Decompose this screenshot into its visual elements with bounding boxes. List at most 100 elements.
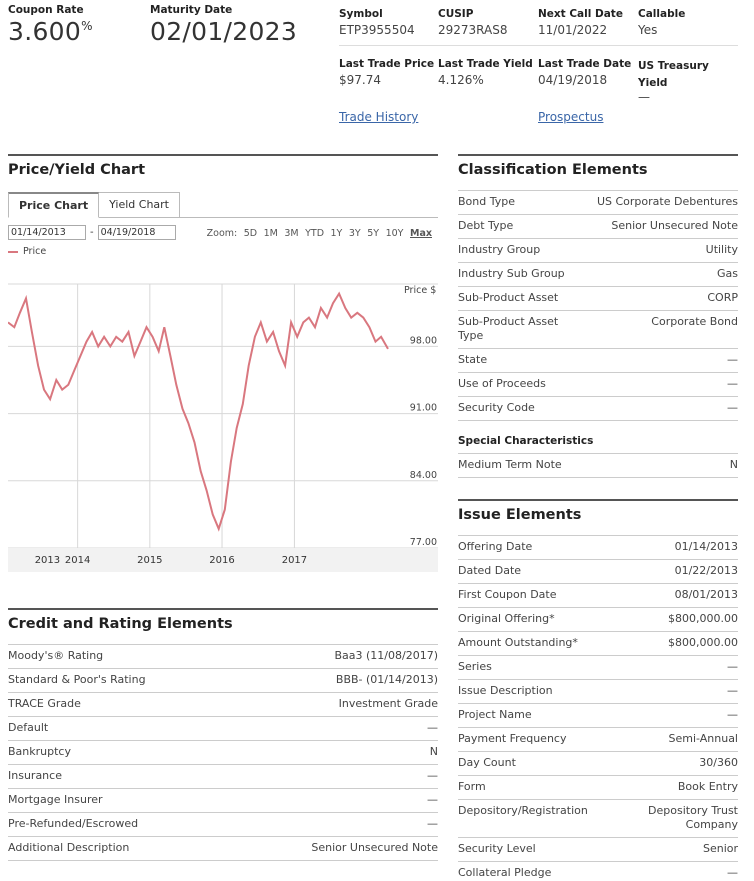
- credit-rating-row: Bankruptcy N: [8, 740, 438, 765]
- row-value: BBB- (01/14/2013): [231, 668, 438, 693]
- row-value: —: [587, 861, 738, 881]
- treasury-yield-value: —: [638, 90, 650, 104]
- coupon-rate-value: 3.600%: [8, 17, 93, 46]
- price-series-line: [8, 291, 389, 532]
- last-trade-price-field: Last Trade Price $97.74: [339, 58, 434, 87]
- credit-rating-row: TRACE Grade Investment Grade: [8, 692, 438, 717]
- last-trade-yield-field: Last Trade Yield 4.126%: [438, 58, 533, 87]
- row-value: US Corporate Debentures: [586, 190, 738, 215]
- coupon-rate-label: Coupon Rate: [8, 4, 84, 16]
- x-tick-label: 2017: [282, 555, 307, 566]
- row-label: TRACE Grade: [8, 692, 232, 717]
- row-label: Dated Date: [458, 559, 588, 584]
- x-tick-label: 2016: [209, 555, 234, 566]
- tab-yield-chart[interactable]: Yield Chart: [99, 192, 180, 218]
- issue-element-row: Original Offering* $800,000.00: [458, 607, 738, 632]
- issue-element-row: Issue Description —: [458, 679, 738, 704]
- classification-row: Security Code —: [458, 396, 738, 421]
- row-value: Semi-Annual: [587, 727, 738, 752]
- row-label: Pre-Refunded/Escrowed: [8, 812, 232, 837]
- row-value: —: [586, 372, 738, 397]
- end-date-input[interactable]: [97, 225, 176, 240]
- issue-elements-title: Issue Elements: [458, 499, 738, 523]
- row-value: —: [587, 655, 738, 680]
- last-trade-price-label: Last Trade Price: [339, 58, 435, 70]
- row-value: —: [587, 703, 738, 728]
- zoom-label: Zoom:: [206, 228, 238, 239]
- row-label: Use of Proceeds: [458, 372, 587, 397]
- row-label: Industry Sub Group: [458, 262, 587, 287]
- row-label: Original Offering*: [458, 607, 588, 632]
- row-label: Sub-Product Asset Type: [458, 310, 587, 349]
- tab-price-chart[interactable]: Price Chart: [8, 192, 100, 218]
- issue-element-row: Project Name —: [458, 703, 738, 728]
- row-label: Payment Frequency: [458, 727, 588, 752]
- zoom-1y[interactable]: 1Y: [330, 228, 343, 239]
- tab-underline: [8, 217, 438, 218]
- cusip-value: 29273RAS8: [438, 23, 508, 37]
- callable-value: Yes: [638, 23, 658, 37]
- row-value: Investment Grade: [231, 692, 438, 717]
- y-tick-label: 91.00: [410, 403, 437, 414]
- credit-rating-row: Standard & Poor's Rating BBB- (01/14/2013…: [8, 668, 438, 693]
- row-value: 01/22/2013: [587, 559, 738, 584]
- row-label: Bankruptcy: [8, 740, 232, 765]
- credit-rating-section: Credit and Rating Elements Moody's® Rati…: [8, 608, 438, 861]
- credit-rating-row: Moody's® Rating Baa3 (11/08/2017): [8, 644, 438, 669]
- row-value: —: [586, 348, 738, 373]
- row-value: 08/01/2013: [587, 583, 738, 608]
- y-tick-label: 77.00: [410, 537, 437, 548]
- chart-controls: - Zoom: 5D 1M 3M YTD 1Y 3Y 5Y 10Y Max: [8, 225, 438, 240]
- classification-row: Industry Sub Group Gas: [458, 262, 738, 287]
- row-value: Senior Unsecured Note: [231, 836, 438, 861]
- row-value: Corporate Bond: [586, 310, 738, 349]
- date-separator: -: [90, 227, 94, 238]
- row-value: Book Entry: [587, 775, 738, 800]
- row-value: —: [586, 396, 738, 421]
- issue-elements-table: Offering Date 01/14/2013 Dated Date 01/22/2…: [458, 535, 738, 881]
- classification-table: Bond Type US Corporate Debentures Debt Typ…: [458, 190, 738, 421]
- credit-rating-row: Insurance —: [8, 764, 438, 789]
- row-value: —: [231, 716, 438, 741]
- row-value: Utility: [586, 238, 738, 263]
- row-value: —: [231, 788, 438, 813]
- trade-history-link[interactable]: Trade History: [339, 110, 419, 124]
- row-value: $800,000.00: [587, 607, 738, 632]
- cusip-label: CUSIP: [438, 8, 474, 20]
- credit-rating-row: Default —: [8, 716, 438, 741]
- classification-row: Debt Type Senior Unsecured Note: [458, 214, 738, 239]
- row-label: Industry Group: [458, 238, 587, 263]
- row-label: Additional Description: [8, 836, 232, 861]
- row-label: Sub-Product Asset: [458, 286, 587, 311]
- x-tick-label: 2015: [137, 555, 162, 566]
- credit-rating-row: Additional Description Senior Unsecured N…: [8, 836, 438, 861]
- zoom-10y[interactable]: 10Y: [385, 228, 404, 239]
- classification-row: State —: [458, 348, 738, 373]
- zoom-5d[interactable]: 5D: [243, 228, 258, 239]
- zoom-5y[interactable]: 5Y: [367, 228, 380, 239]
- symbol-field: Symbol ETP3955504: [339, 8, 415, 37]
- zoom-ytd[interactable]: YTD: [305, 228, 325, 239]
- classification-section: Classification Elements Bond Type US Corp…: [458, 154, 738, 478]
- issue-element-row: Dated Date 01/22/2013: [458, 559, 738, 584]
- start-date-input[interactable]: [8, 225, 86, 240]
- zoom-3m[interactable]: 3M: [284, 228, 299, 239]
- classification-row: Sub-Product Asset Type Corporate Bond: [458, 310, 738, 349]
- coupon-rate-block: Coupon Rate 3.600%: [8, 4, 93, 46]
- row-value: Baa3 (11/08/2017): [231, 644, 438, 669]
- row-value: Senior Unsecured Note: [586, 214, 738, 239]
- issue-element-row: Amount Outstanding* $800,000.00: [458, 631, 738, 656]
- x-tick-labels: 2013 2014 2015 2016 2017: [35, 555, 307, 566]
- zoom-1m[interactable]: 1M: [263, 228, 278, 239]
- zoom-max[interactable]: Max: [410, 228, 432, 239]
- y-tick-labels: 77.00 84.00 91.00 98.00: [410, 335, 437, 548]
- chart-legend: Price: [8, 246, 438, 257]
- row-value: 01/14/2013: [587, 535, 738, 560]
- prospectus-link[interactable]: Prospectus: [538, 110, 604, 124]
- zoom-3y[interactable]: 3Y: [348, 228, 361, 239]
- issue-element-row: Day Count 30/360: [458, 751, 738, 776]
- credit-rating-title: Credit and Rating Elements: [8, 608, 438, 632]
- special-characteristics-title: Special Characteristics: [458, 435, 594, 447]
- price-yield-title: Price/Yield Chart: [8, 154, 438, 178]
